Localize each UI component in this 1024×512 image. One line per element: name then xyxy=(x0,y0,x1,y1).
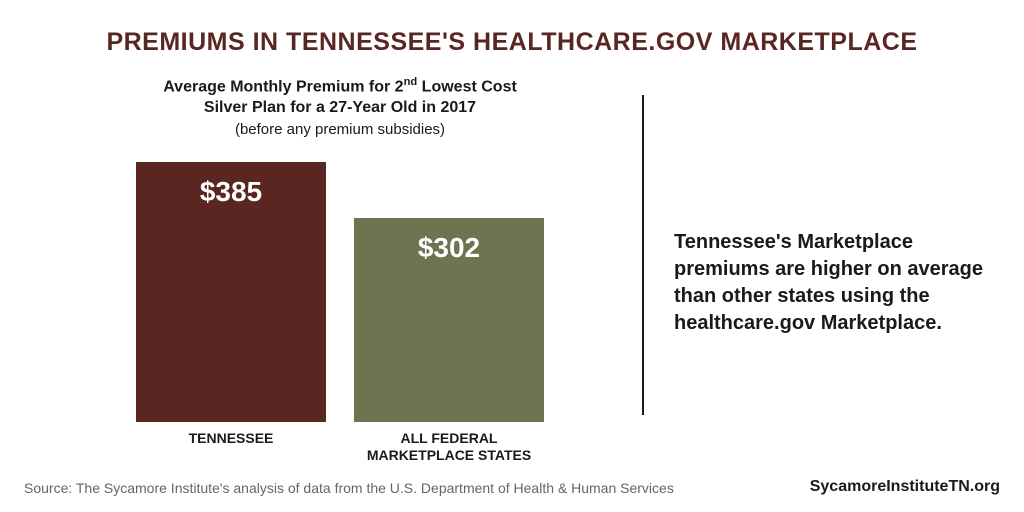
bar-tennessee: $385 xyxy=(136,162,326,422)
summary-text: Tennessee's Marketplace premiums are hig… xyxy=(674,229,984,337)
page-title: PREMIUMS IN TENNESSEE'S HEALTHCARE.GOV M… xyxy=(0,0,1024,57)
bar-chart: $385 $302 xyxy=(60,152,620,422)
bar-all-states: $302 xyxy=(354,218,544,422)
chart-heading-l1a: Average Monthly Premium for 2 xyxy=(163,78,403,95)
chart-heading: Average Monthly Premium for 2nd Lowest C… xyxy=(60,75,620,119)
x-label-tennessee: TENNESSEE xyxy=(136,430,326,464)
bar-value-all-states: $302 xyxy=(418,232,480,264)
content-row: Average Monthly Premium for 2nd Lowest C… xyxy=(0,75,1024,464)
vertical-divider xyxy=(642,95,644,415)
x-axis-labels: TENNESSEE ALL FEDERAL MARKETPLACE STATES xyxy=(60,430,620,464)
source-text: Source: The Sycamore Institute's analysi… xyxy=(24,480,674,496)
x-label-all-states: ALL FEDERAL MARKETPLACE STATES xyxy=(354,430,544,464)
bar-value-tennessee: $385 xyxy=(200,176,262,208)
chart-heading-l2: Silver Plan for a 27-Year Old in 2017 xyxy=(204,99,476,116)
footer: Source: The Sycamore Institute's analysi… xyxy=(24,478,1000,496)
chart-panel: Average Monthly Premium for 2nd Lowest C… xyxy=(60,75,620,464)
chart-heading-l1b: Lowest Cost xyxy=(417,78,517,95)
org-text: SycamoreInstituteTN.org xyxy=(810,478,1000,496)
summary-panel: Tennessee's Marketplace premiums are hig… xyxy=(674,75,984,464)
chart-heading-sup: nd xyxy=(404,76,418,88)
chart-subheading: (before any premium subsidies) xyxy=(60,121,620,138)
